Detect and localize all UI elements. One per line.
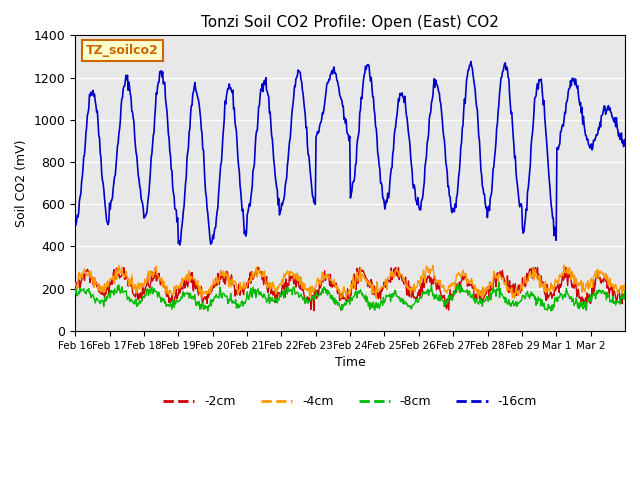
X-axis label: Time: Time (335, 356, 365, 369)
Legend: -2cm, -4cm, -8cm, -16cm: -2cm, -4cm, -8cm, -16cm (158, 390, 542, 413)
Y-axis label: Soil CO2 (mV): Soil CO2 (mV) (15, 139, 28, 227)
Title: Tonzi Soil CO2 Profile: Open (East) CO2: Tonzi Soil CO2 Profile: Open (East) CO2 (201, 15, 499, 30)
Text: TZ_soilco2: TZ_soilco2 (86, 44, 159, 57)
